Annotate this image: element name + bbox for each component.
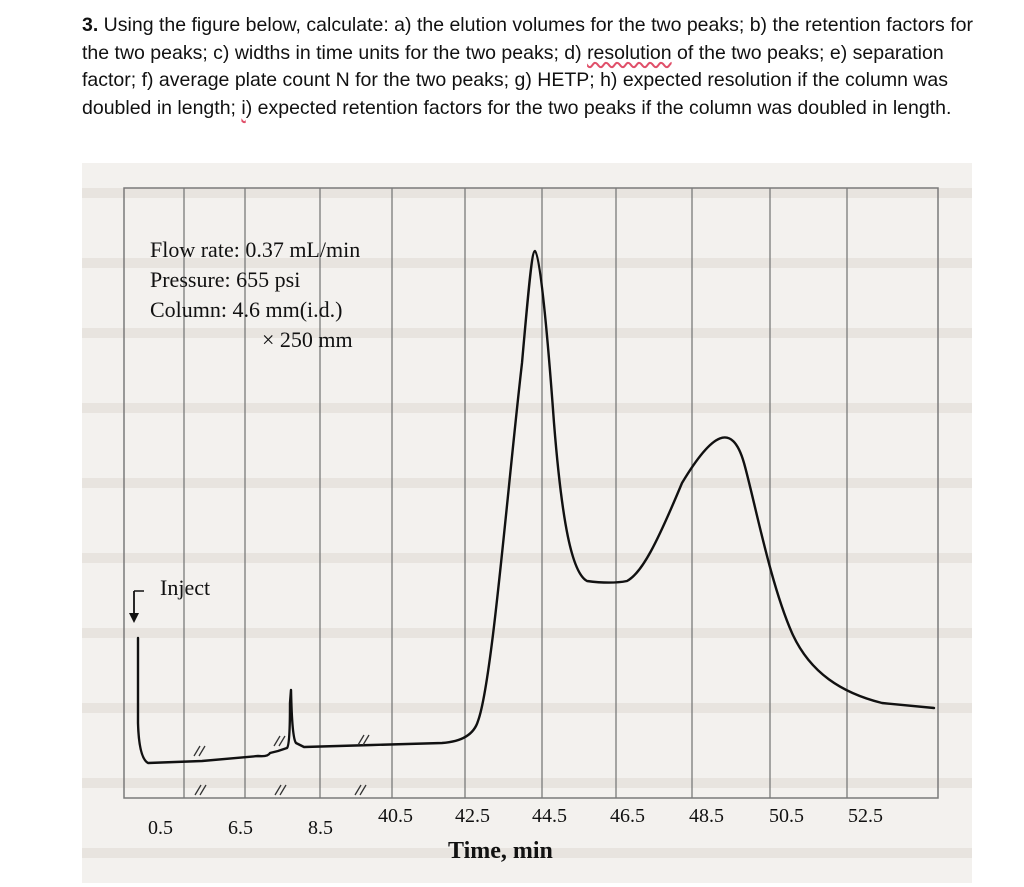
chromatogram-trace — [136, 249, 936, 765]
tick-label: 44.5 — [532, 805, 567, 827]
inject-label: Inject — [160, 575, 211, 600]
column-length-label: × 250 mm — [262, 327, 353, 352]
x-axis-title: Time, min — [448, 838, 553, 864]
tick-label: 40.5 — [378, 805, 413, 827]
spellcheck-letter: i — [241, 96, 246, 119]
axis-break-marks — [193, 734, 370, 796]
flow-rate-label: Flow rate: 0.37 mL/min — [150, 237, 361, 262]
tick-label: 50.5 — [769, 805, 804, 827]
spellcheck-word: resolution — [587, 41, 672, 64]
question-text-part-2: of the two peaks; e) separation factor; … — [82, 41, 949, 119]
tick-label: 52.5 — [848, 805, 883, 827]
tick-label: 0.5 — [148, 817, 173, 839]
plot-frame — [123, 187, 939, 799]
chromatogram-figure: Flow rate: 0.37 mL/min Pressure: 655 psi… — [82, 163, 972, 883]
paper-streaks — [82, 188, 972, 858]
tick-label: 46.5 — [610, 805, 645, 827]
tick-label: 6.5 — [228, 817, 253, 839]
pressure-label: Pressure: 655 psi — [150, 267, 301, 292]
question-text: 3. Using the figure below, calculate: a)… — [82, 12, 982, 122]
column-label: Column: 4.6 mm(i.d.) — [150, 297, 343, 322]
tick-label: 8.5 — [308, 817, 333, 839]
grid-lines — [183, 188, 848, 798]
question-text-part-3: ) expected retention factors for the two… — [245, 96, 952, 119]
chromatogram-plot — [82, 187, 972, 858]
tick-label: 42.5 — [455, 805, 490, 827]
question-text-part-1: Using the figure below, calculate: a) th… — [82, 14, 973, 64]
inject-arrow — [129, 590, 144, 623]
tick-label: 48.5 — [689, 805, 724, 827]
question-number: 3. — [82, 14, 99, 36]
